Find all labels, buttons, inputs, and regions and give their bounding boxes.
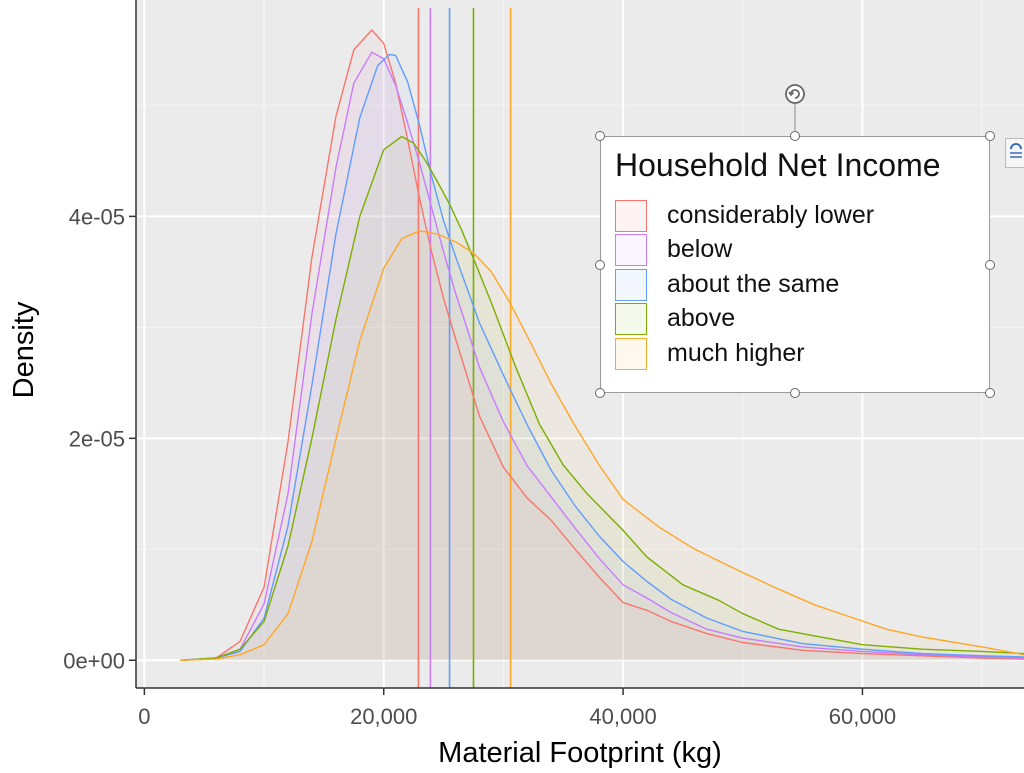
density-lines bbox=[180, 29, 1024, 661]
rotate-connector bbox=[794, 104, 796, 132]
resize-handle-top[interactable] bbox=[790, 131, 800, 141]
density-line bbox=[180, 135, 1024, 661]
density-area bbox=[180, 52, 1024, 661]
y-axis-title: Density bbox=[8, 301, 40, 398]
layout-options-icon[interactable] bbox=[1005, 138, 1024, 168]
y-tick-label: 2e-05 bbox=[69, 426, 125, 451]
resize-handle-left[interactable] bbox=[595, 260, 605, 270]
legend-label: considerably lower bbox=[667, 201, 875, 229]
legend-label: much higher bbox=[667, 339, 805, 367]
y-tick-label: 4e-05 bbox=[69, 204, 125, 229]
rotate-handle-icon[interactable] bbox=[783, 82, 807, 106]
resize-handle-top-left[interactable] bbox=[595, 131, 605, 141]
x-tick-label: 20,000 bbox=[350, 704, 417, 729]
x-axis-title: Material Footprint (kg) bbox=[438, 737, 722, 769]
density-line bbox=[180, 230, 1024, 661]
legend-key bbox=[615, 268, 647, 301]
density-line bbox=[180, 29, 1024, 661]
resize-handle-bottom-right[interactable] bbox=[985, 388, 995, 398]
legend-item: below bbox=[615, 233, 732, 266]
density-line bbox=[180, 53, 1024, 661]
density-area bbox=[180, 54, 1024, 661]
legend-title: Household Net Income bbox=[615, 147, 941, 183]
x-tick-label: 40,000 bbox=[589, 704, 656, 729]
density-area bbox=[180, 230, 1024, 661]
resize-handle-bottom-left[interactable] bbox=[595, 388, 605, 398]
legend-key bbox=[615, 337, 647, 370]
legend-item: much higher bbox=[615, 337, 805, 370]
density-area bbox=[180, 136, 1024, 661]
density-area bbox=[180, 30, 1024, 661]
legend-item: considerably lower bbox=[615, 199, 874, 232]
legend-label: about the same bbox=[667, 270, 840, 298]
density-fills bbox=[180, 30, 1024, 661]
y-tick-label: 0e+00 bbox=[63, 648, 125, 673]
legend-box[interactable]: Household Net Income considerably lower … bbox=[600, 136, 990, 393]
x-tick-label: 0 bbox=[138, 704, 150, 729]
legend-item: above bbox=[615, 302, 735, 335]
resize-handle-bottom[interactable] bbox=[790, 388, 800, 398]
legend-key bbox=[615, 302, 647, 335]
resize-handle-top-right[interactable] bbox=[985, 131, 995, 141]
axes: 0 20,000 40,000 60,000 0e+00 2e-05 4e-05 bbox=[63, 0, 1024, 729]
legend-item: about the same bbox=[615, 268, 839, 301]
legend-label: above bbox=[667, 304, 736, 332]
x-tick-label: 60,000 bbox=[829, 704, 896, 729]
mean-lines bbox=[417, 8, 512, 688]
density-line bbox=[180, 51, 1024, 661]
resize-handle-right[interactable] bbox=[985, 260, 995, 270]
legend-key bbox=[615, 199, 647, 232]
legend-label: below bbox=[667, 235, 733, 263]
legend-key bbox=[615, 233, 647, 266]
